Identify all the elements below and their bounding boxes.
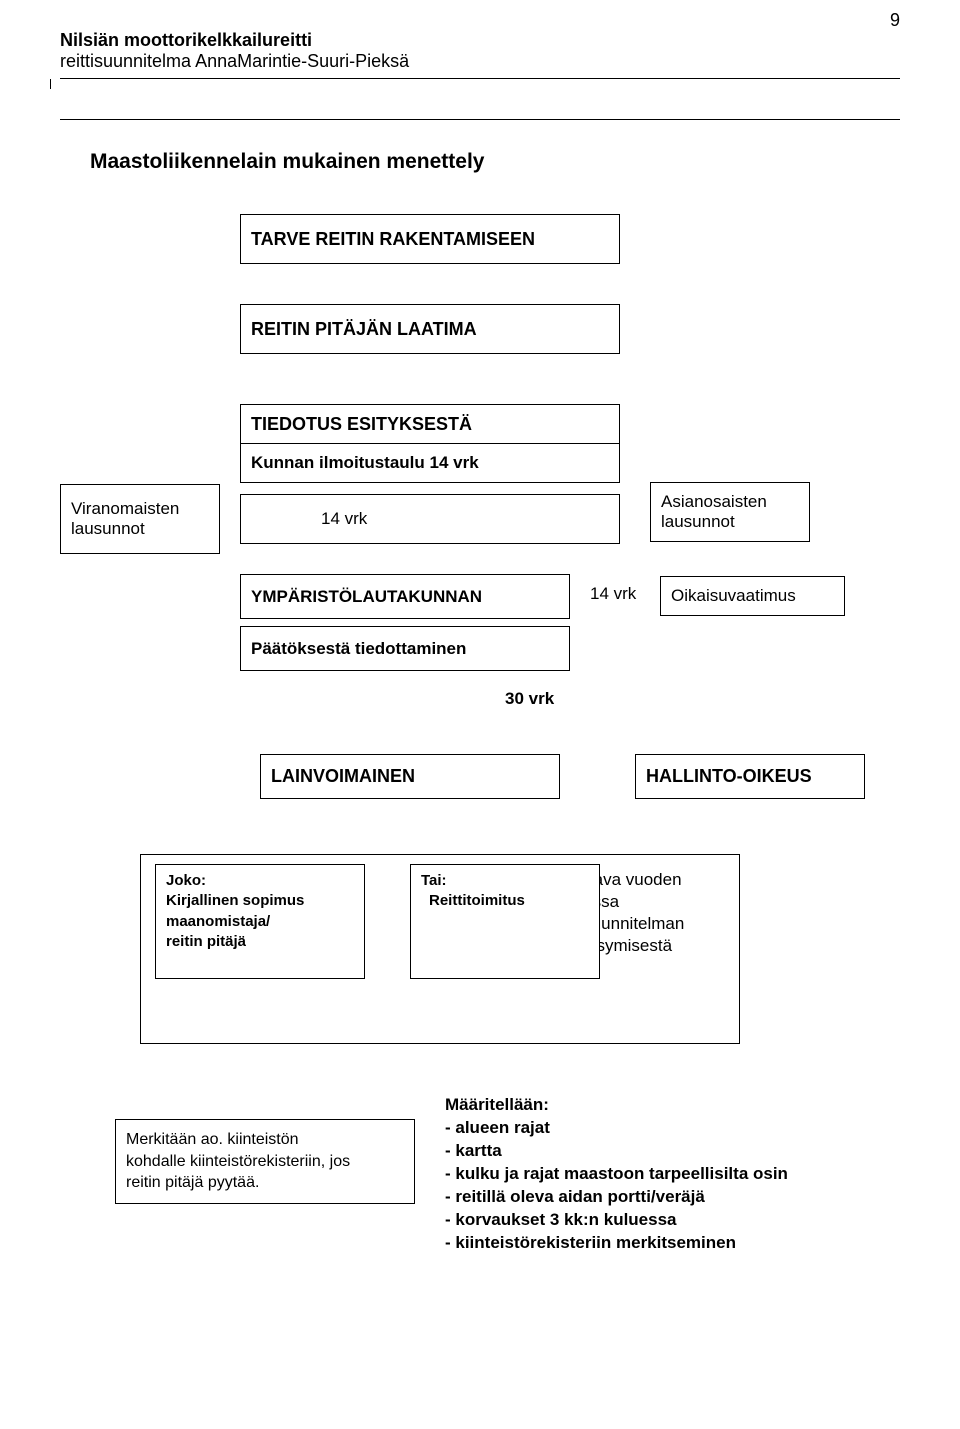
box-merkitaan: Merkitään ao. kiinteistön kohdalle kiint… — [115, 1119, 415, 1204]
maaritellaan-i5: - korvaukset 3 kk:n kuluessa — [445, 1209, 788, 1232]
flow-diagram: TARVE REITIN RAKENTAMISEEN REITIN PITÄJÄ… — [60, 214, 900, 1364]
joko-l1: Joko: — [166, 871, 354, 891]
merkitaan-l1: Merkitään ao. kiinteistön — [126, 1129, 404, 1151]
box-tarve-label: TARVE REITIN RAKENTAMISEEN — [251, 229, 609, 250]
divider-top — [60, 78, 900, 79]
box-lainvoimainen: LAINVOIMAINEN — [260, 754, 560, 799]
label-30vrk-text: 30 vrk — [505, 689, 554, 708]
maaritellaan-block: Määritellään: - alueen rajat - kartta - … — [445, 1094, 788, 1255]
header-subtitle: reittisuunnitelma AnnaMarintie-Suuri-Pie… — [60, 51, 900, 72]
header-title: Nilsiän moottorikelkkailureitti — [60, 30, 900, 51]
tai-l2: Reittitoimitus — [421, 891, 589, 911]
divider-bottom — [60, 119, 900, 120]
box-lainvoimainen-label: LAINVOIMAINEN — [271, 766, 549, 787]
tai-l1: Tai: — [421, 871, 589, 891]
box-joko: Joko: Kirjallinen sopimus maanomistaja/ … — [155, 864, 365, 979]
maaritellaan-i4: - reitillä oleva aidan portti/veräjä — [445, 1186, 788, 1209]
box-hallinto: HALLINTO-OIKEUS — [635, 754, 865, 799]
box-14vrk-left-label: 14 vrk — [321, 509, 609, 529]
box-oikaisu-label: Oikaisuvaatimus — [671, 586, 834, 606]
box-ymparisto-label: YMPÄRISTÖLAUTAKUNNAN — [251, 587, 559, 607]
page-number: 9 — [890, 10, 900, 31]
joko-l3: maanomistaja/ — [166, 912, 354, 932]
joko-l4: reitin pitäjä — [166, 932, 354, 952]
tick-mark — [50, 79, 51, 89]
box-14vrk-left: 14 vrk — [240, 494, 620, 544]
box-viranomaisten: Viranomaisten lausunnot — [60, 484, 220, 554]
box-viranomaisten-label: Viranomaisten lausunnot — [71, 499, 209, 539]
box-ilmoitustaulu: Kunnan ilmoitustaulu 14 vrk — [240, 443, 620, 483]
joko-l2: Kirjallinen sopimus — [166, 891, 354, 911]
maaritellaan-i2: - kartta — [445, 1140, 788, 1163]
box-ilmoitustaulu-label: Kunnan ilmoitustaulu 14 vrk — [251, 453, 609, 473]
box-tai: Tai: Reittitoimitus — [410, 864, 600, 979]
maaritellaan-i6: - kiinteistörekisteriin merkitseminen — [445, 1232, 788, 1255]
box-oikaisu: Oikaisuvaatimus — [660, 576, 845, 616]
box-paatoksesta: Päätöksestä tiedottaminen — [240, 626, 570, 671]
box-laatima: REITIN PITÄJÄN LAATIMA — [240, 304, 620, 354]
section-title: Maastoliikennelain mukainen menettely — [90, 150, 900, 174]
box-paatoksesta-label: Päätöksestä tiedottaminen — [251, 639, 559, 659]
box-tiedotus: TIEDOTUS ESITYKSESTÄ — [240, 404, 620, 444]
label-30vrk: 30 vrk — [505, 689, 554, 709]
box-asianosaisten-label: Asianosaisten lausunnot — [661, 492, 799, 532]
merkitaan-l3: reitin pitäjä pyytää. — [126, 1172, 404, 1194]
box-asianosaisten: Asianosaisten lausunnot — [650, 482, 810, 542]
box-laatima-label: REITIN PITÄJÄN LAATIMA — [251, 319, 609, 340]
box-hallinto-label: HALLINTO-OIKEUS — [646, 766, 854, 787]
box-ymparisto: YMPÄRISTÖLAUTAKUNNAN — [240, 574, 570, 619]
maaritellaan-title: Määritellään: — [445, 1094, 788, 1117]
merkitaan-l2: kohdalle kiinteistörekisteriin, jos — [126, 1151, 404, 1173]
document-header: Nilsiän moottorikelkkailureitti reittisu… — [60, 30, 900, 72]
maaritellaan-i1: - alueen rajat — [445, 1117, 788, 1140]
label-14vrk-mid: 14 vrk — [590, 584, 636, 604]
maaritellaan-i3: - kulku ja rajat maastoon tarpeellisilta… — [445, 1163, 788, 1186]
box-tiedotus-label: TIEDOTUS ESITYKSESTÄ — [251, 414, 609, 435]
label-14vrk-mid-text: 14 vrk — [590, 584, 636, 603]
box-tarve: TARVE REITIN RAKENTAMISEEN — [240, 214, 620, 264]
